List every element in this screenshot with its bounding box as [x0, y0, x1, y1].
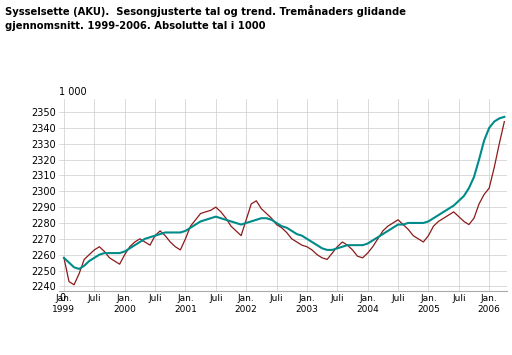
Sesongjustert	[61, 256, 67, 260]
Sesongjustert	[501, 119, 507, 124]
Line: Trend: Trend	[64, 117, 504, 269]
Trend	[187, 225, 194, 230]
Sesongjustert	[476, 202, 482, 206]
Line: Sesongjustert: Sesongjustert	[64, 121, 504, 285]
Text: 1 000: 1 000	[59, 87, 87, 98]
Sesongjustert	[76, 272, 82, 276]
Text: Sysselsette (AKU).  Sesongjusterte tal og trend. Tremånaders glidande
gjennomsni: Sysselsette (AKU). Sesongjusterte tal og…	[5, 5, 406, 31]
Sesongjustert	[71, 283, 77, 287]
Legend: Sesongjustert, Trend: Sesongjustert, Trend	[189, 354, 376, 355]
Trend	[76, 267, 82, 271]
Trend	[71, 265, 77, 269]
Trend	[501, 115, 507, 119]
Sesongjustert	[284, 230, 290, 235]
Trend	[324, 248, 330, 252]
Sesongjustert	[193, 218, 199, 222]
Sesongjustert	[324, 257, 330, 262]
Text: 0: 0	[59, 293, 65, 303]
Trend	[61, 256, 67, 260]
Trend	[284, 225, 290, 230]
Trend	[193, 223, 199, 227]
Sesongjustert	[187, 224, 194, 228]
Trend	[476, 158, 482, 162]
